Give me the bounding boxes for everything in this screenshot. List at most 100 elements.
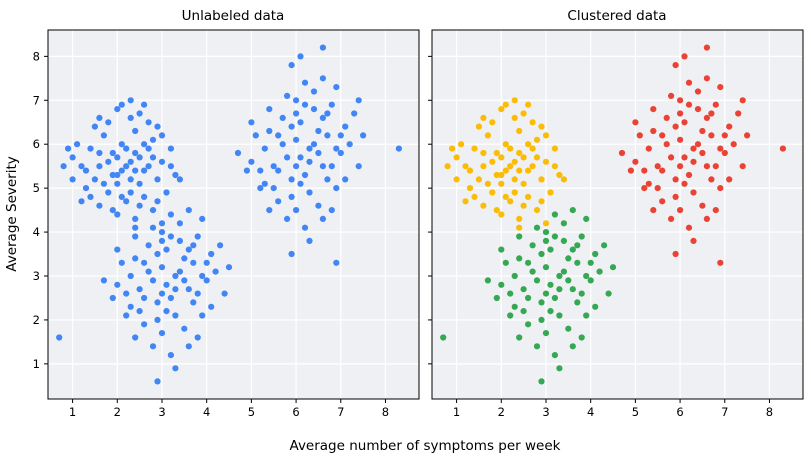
data-point [203, 277, 210, 284]
data-point [721, 149, 728, 157]
data-point [194, 334, 201, 341]
data-point [690, 189, 697, 196]
data-point [190, 242, 197, 249]
data-point [516, 215, 523, 222]
data-point [542, 264, 550, 271]
data-point [654, 163, 661, 170]
data-point [475, 176, 482, 183]
data-point [659, 198, 666, 205]
data-point [328, 101, 335, 108]
data-point [636, 132, 643, 139]
data-point [69, 176, 76, 183]
x-tick-label: 8 [766, 405, 773, 419]
y-axis-label: Average Severity [4, 156, 20, 271]
data-point [257, 167, 264, 174]
data-point [172, 365, 179, 372]
data-point [132, 215, 139, 222]
data-point [346, 141, 353, 148]
data-point [677, 207, 684, 214]
data-point [560, 268, 568, 275]
data-point [158, 237, 166, 244]
data-point [82, 185, 90, 192]
data-point [627, 167, 635, 174]
data-point [703, 215, 711, 222]
data-point [498, 171, 505, 179]
data-point [315, 202, 322, 209]
data-point [583, 272, 590, 280]
data-point [551, 211, 559, 218]
data-point [708, 176, 715, 183]
data-point [56, 334, 63, 341]
data-point [556, 365, 563, 372]
data-point [118, 101, 125, 108]
data-point [565, 277, 572, 284]
data-point [547, 246, 554, 253]
x-tick-label: 1 [453, 405, 460, 419]
data-point [132, 149, 139, 157]
data-point [462, 198, 469, 205]
data-point [355, 97, 362, 104]
data-point [118, 259, 125, 266]
data-point [520, 202, 527, 209]
x-tick-label: 8 [382, 405, 389, 419]
data-point [569, 286, 576, 293]
data-point [123, 163, 130, 170]
x-tick-label: 4 [203, 405, 210, 419]
data-point [605, 290, 612, 297]
unlabeled-plot: 1 2 3 4 5 6 7 8 1 2 3 4 5 6 7 8 [33, 29, 420, 419]
data-point [319, 75, 326, 82]
data-point [91, 123, 98, 130]
data-point [185, 343, 192, 350]
data-point [538, 198, 545, 205]
data-point [225, 264, 233, 271]
data-point [176, 268, 183, 275]
data-point [342, 176, 349, 183]
data-point [672, 62, 679, 69]
data-point [712, 207, 719, 214]
data-point [498, 281, 505, 288]
data-point [516, 127, 523, 135]
data-point [105, 158, 112, 165]
y-tick-label: 4 [33, 225, 40, 239]
data-point [288, 62, 295, 69]
data-point [266, 127, 273, 135]
data-point [261, 145, 268, 152]
data-point [172, 272, 179, 280]
data-point [114, 154, 121, 161]
data-point [167, 352, 174, 359]
data-point [516, 149, 523, 157]
data-point [190, 299, 197, 306]
data-point [163, 189, 170, 196]
data-point [297, 154, 304, 161]
data-point [355, 163, 362, 170]
data-point [677, 110, 684, 117]
data-point [328, 163, 335, 170]
data-point [578, 233, 585, 240]
data-point [199, 215, 206, 222]
data-point [587, 259, 594, 266]
data-point [136, 202, 143, 209]
data-point [293, 110, 300, 117]
data-point [453, 154, 460, 161]
data-point [82, 167, 90, 174]
data-point [525, 141, 532, 148]
data-point [663, 114, 670, 121]
data-point [342, 123, 349, 130]
unlabeled-plot-title: Unlabeled data [182, 8, 285, 24]
data-point [726, 123, 733, 130]
data-point [123, 198, 130, 205]
data-point [190, 259, 197, 266]
data-point [158, 330, 166, 337]
data-point [511, 189, 518, 196]
data-point [257, 185, 264, 192]
data-point [690, 237, 697, 244]
data-point [114, 171, 121, 179]
x-tick-label: 3 [158, 405, 165, 419]
data-point [717, 259, 724, 266]
data-point [248, 119, 255, 126]
data-point [154, 299, 161, 306]
data-point [310, 141, 318, 148]
clustered-plot-title: Clustered data [567, 8, 666, 24]
data-point [556, 312, 563, 319]
data-point [516, 255, 523, 262]
